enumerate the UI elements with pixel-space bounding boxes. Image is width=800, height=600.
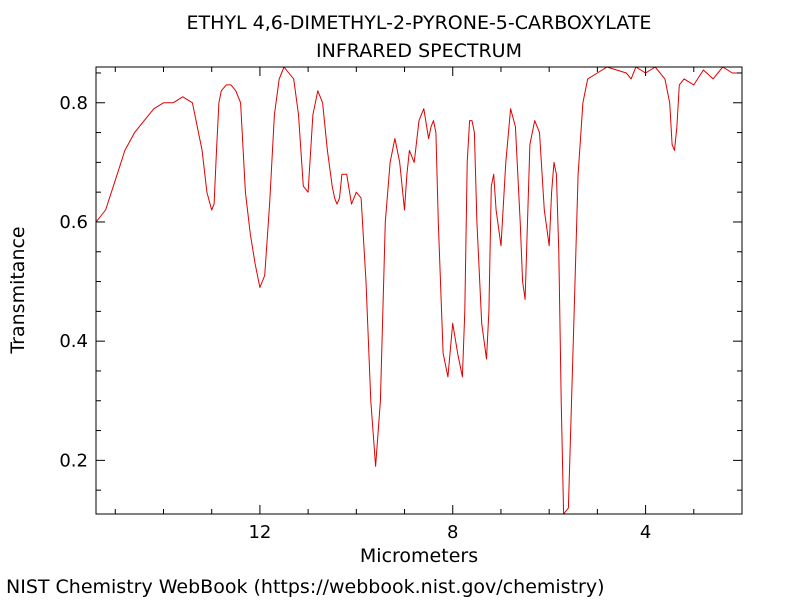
y-tick-label: 0.2 (59, 450, 88, 471)
x-tick-layer: 12 8 4 (114, 67, 743, 543)
source-credit: NIST Chemistry WebBook (https://webbook.… (6, 576, 605, 598)
y-axis-label: Transmitance (7, 226, 29, 354)
chart-title: ETHYL 4,6-DIMETHYL-2-PYRONE-5-CARBOXYLAT… (187, 12, 652, 34)
y-tick-label: 0.8 (59, 93, 88, 114)
spectrum-line (96, 67, 742, 514)
plot-frame (95, 66, 743, 515)
y-tick-label: 0.6 (59, 212, 88, 233)
x-tick-label: 8 (447, 522, 458, 543)
chart-subtitle: INFRARED SPECTRUM (316, 40, 522, 62)
x-tick-label: 12 (248, 522, 271, 543)
x-tick-label: 4 (640, 522, 651, 543)
y-tick-label: 0.4 (59, 331, 88, 352)
x-axis-label: Micrometers (360, 545, 478, 567)
series-layer (96, 67, 742, 514)
y-tick-layer: 0.2 0.4 0.6 0.8 (59, 72, 742, 491)
